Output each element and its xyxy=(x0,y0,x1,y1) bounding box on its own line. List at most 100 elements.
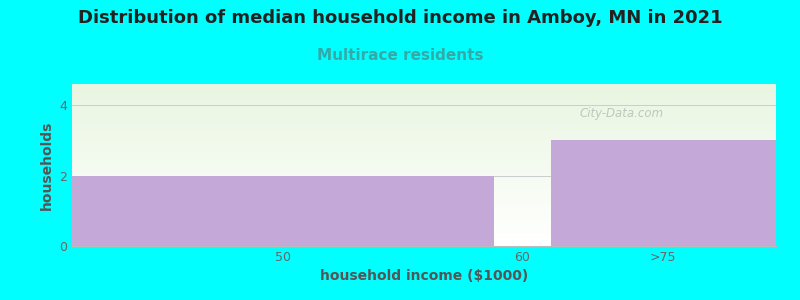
Bar xyxy=(72,178,776,179)
Bar xyxy=(72,128,776,129)
Bar xyxy=(72,143,776,145)
Bar xyxy=(72,166,776,167)
Bar xyxy=(72,165,776,166)
Bar xyxy=(72,243,776,244)
Bar xyxy=(72,167,776,168)
Bar xyxy=(72,220,776,221)
Bar xyxy=(72,88,776,89)
Bar xyxy=(72,151,776,152)
Bar xyxy=(72,136,776,137)
Bar xyxy=(72,91,776,92)
Bar xyxy=(72,232,776,233)
Bar xyxy=(72,174,776,175)
Bar xyxy=(72,202,776,203)
Bar xyxy=(72,183,776,184)
Bar xyxy=(72,162,776,163)
Bar xyxy=(72,197,776,199)
Bar xyxy=(72,206,776,207)
Bar xyxy=(72,216,776,217)
Bar xyxy=(72,85,776,86)
Bar xyxy=(72,237,776,238)
Bar xyxy=(72,145,776,146)
Bar xyxy=(72,122,776,123)
Bar xyxy=(72,169,776,170)
Bar xyxy=(72,190,776,191)
Bar xyxy=(72,138,776,139)
Text: Multirace residents: Multirace residents xyxy=(317,48,483,63)
Bar xyxy=(72,94,776,95)
Bar xyxy=(72,133,776,134)
Bar xyxy=(72,212,776,214)
Bar xyxy=(72,149,776,150)
Bar xyxy=(72,181,776,182)
Bar xyxy=(72,172,776,174)
Bar xyxy=(72,188,776,189)
Bar xyxy=(72,115,776,116)
Bar xyxy=(72,176,494,246)
Bar xyxy=(72,96,776,97)
Bar xyxy=(72,107,776,108)
Bar xyxy=(72,215,776,216)
Bar xyxy=(72,238,776,239)
Bar xyxy=(72,154,776,155)
Bar xyxy=(72,86,776,87)
Bar xyxy=(72,245,776,246)
Bar xyxy=(72,231,776,232)
Bar xyxy=(72,200,776,201)
Bar xyxy=(72,103,776,104)
Bar xyxy=(72,193,776,194)
Bar xyxy=(72,134,776,135)
Bar xyxy=(72,161,776,162)
Bar xyxy=(72,209,776,210)
Bar xyxy=(72,146,776,147)
Bar xyxy=(72,92,776,93)
Bar xyxy=(72,164,776,165)
Bar xyxy=(72,114,776,115)
Bar xyxy=(72,156,776,158)
Bar xyxy=(72,127,776,128)
Bar xyxy=(72,244,776,245)
Text: City-Data.com: City-Data.com xyxy=(579,107,663,120)
Bar xyxy=(72,195,776,196)
Bar xyxy=(72,242,776,243)
Bar xyxy=(72,118,776,119)
Bar xyxy=(72,139,776,140)
Bar xyxy=(72,189,776,190)
Bar xyxy=(72,176,776,177)
Bar xyxy=(72,217,776,218)
Bar xyxy=(72,204,776,205)
Bar xyxy=(72,129,776,130)
Bar xyxy=(72,121,776,122)
Bar xyxy=(72,108,776,109)
Bar xyxy=(72,106,776,107)
Bar xyxy=(72,112,776,113)
Bar xyxy=(72,152,776,153)
Bar xyxy=(72,192,776,193)
Bar xyxy=(72,99,776,100)
Bar xyxy=(72,100,776,101)
Bar xyxy=(72,230,776,231)
Bar xyxy=(72,113,776,114)
Bar xyxy=(72,97,776,98)
Bar xyxy=(72,131,776,133)
Bar xyxy=(72,207,776,208)
Bar xyxy=(72,234,776,235)
Bar xyxy=(72,104,776,106)
Bar xyxy=(72,120,776,121)
Bar xyxy=(72,124,776,125)
Bar xyxy=(72,118,776,120)
Bar xyxy=(72,140,776,141)
Bar xyxy=(72,184,776,185)
Bar xyxy=(72,179,776,180)
Bar xyxy=(72,150,776,151)
Bar xyxy=(72,135,776,136)
Bar xyxy=(72,229,776,230)
Bar xyxy=(72,214,776,215)
Bar xyxy=(72,130,776,131)
Bar xyxy=(72,110,776,111)
Bar xyxy=(72,163,776,164)
Bar xyxy=(72,101,776,102)
Bar xyxy=(72,210,776,211)
Bar xyxy=(72,84,776,85)
Text: Distribution of median household income in Amboy, MN in 2021: Distribution of median household income … xyxy=(78,9,722,27)
